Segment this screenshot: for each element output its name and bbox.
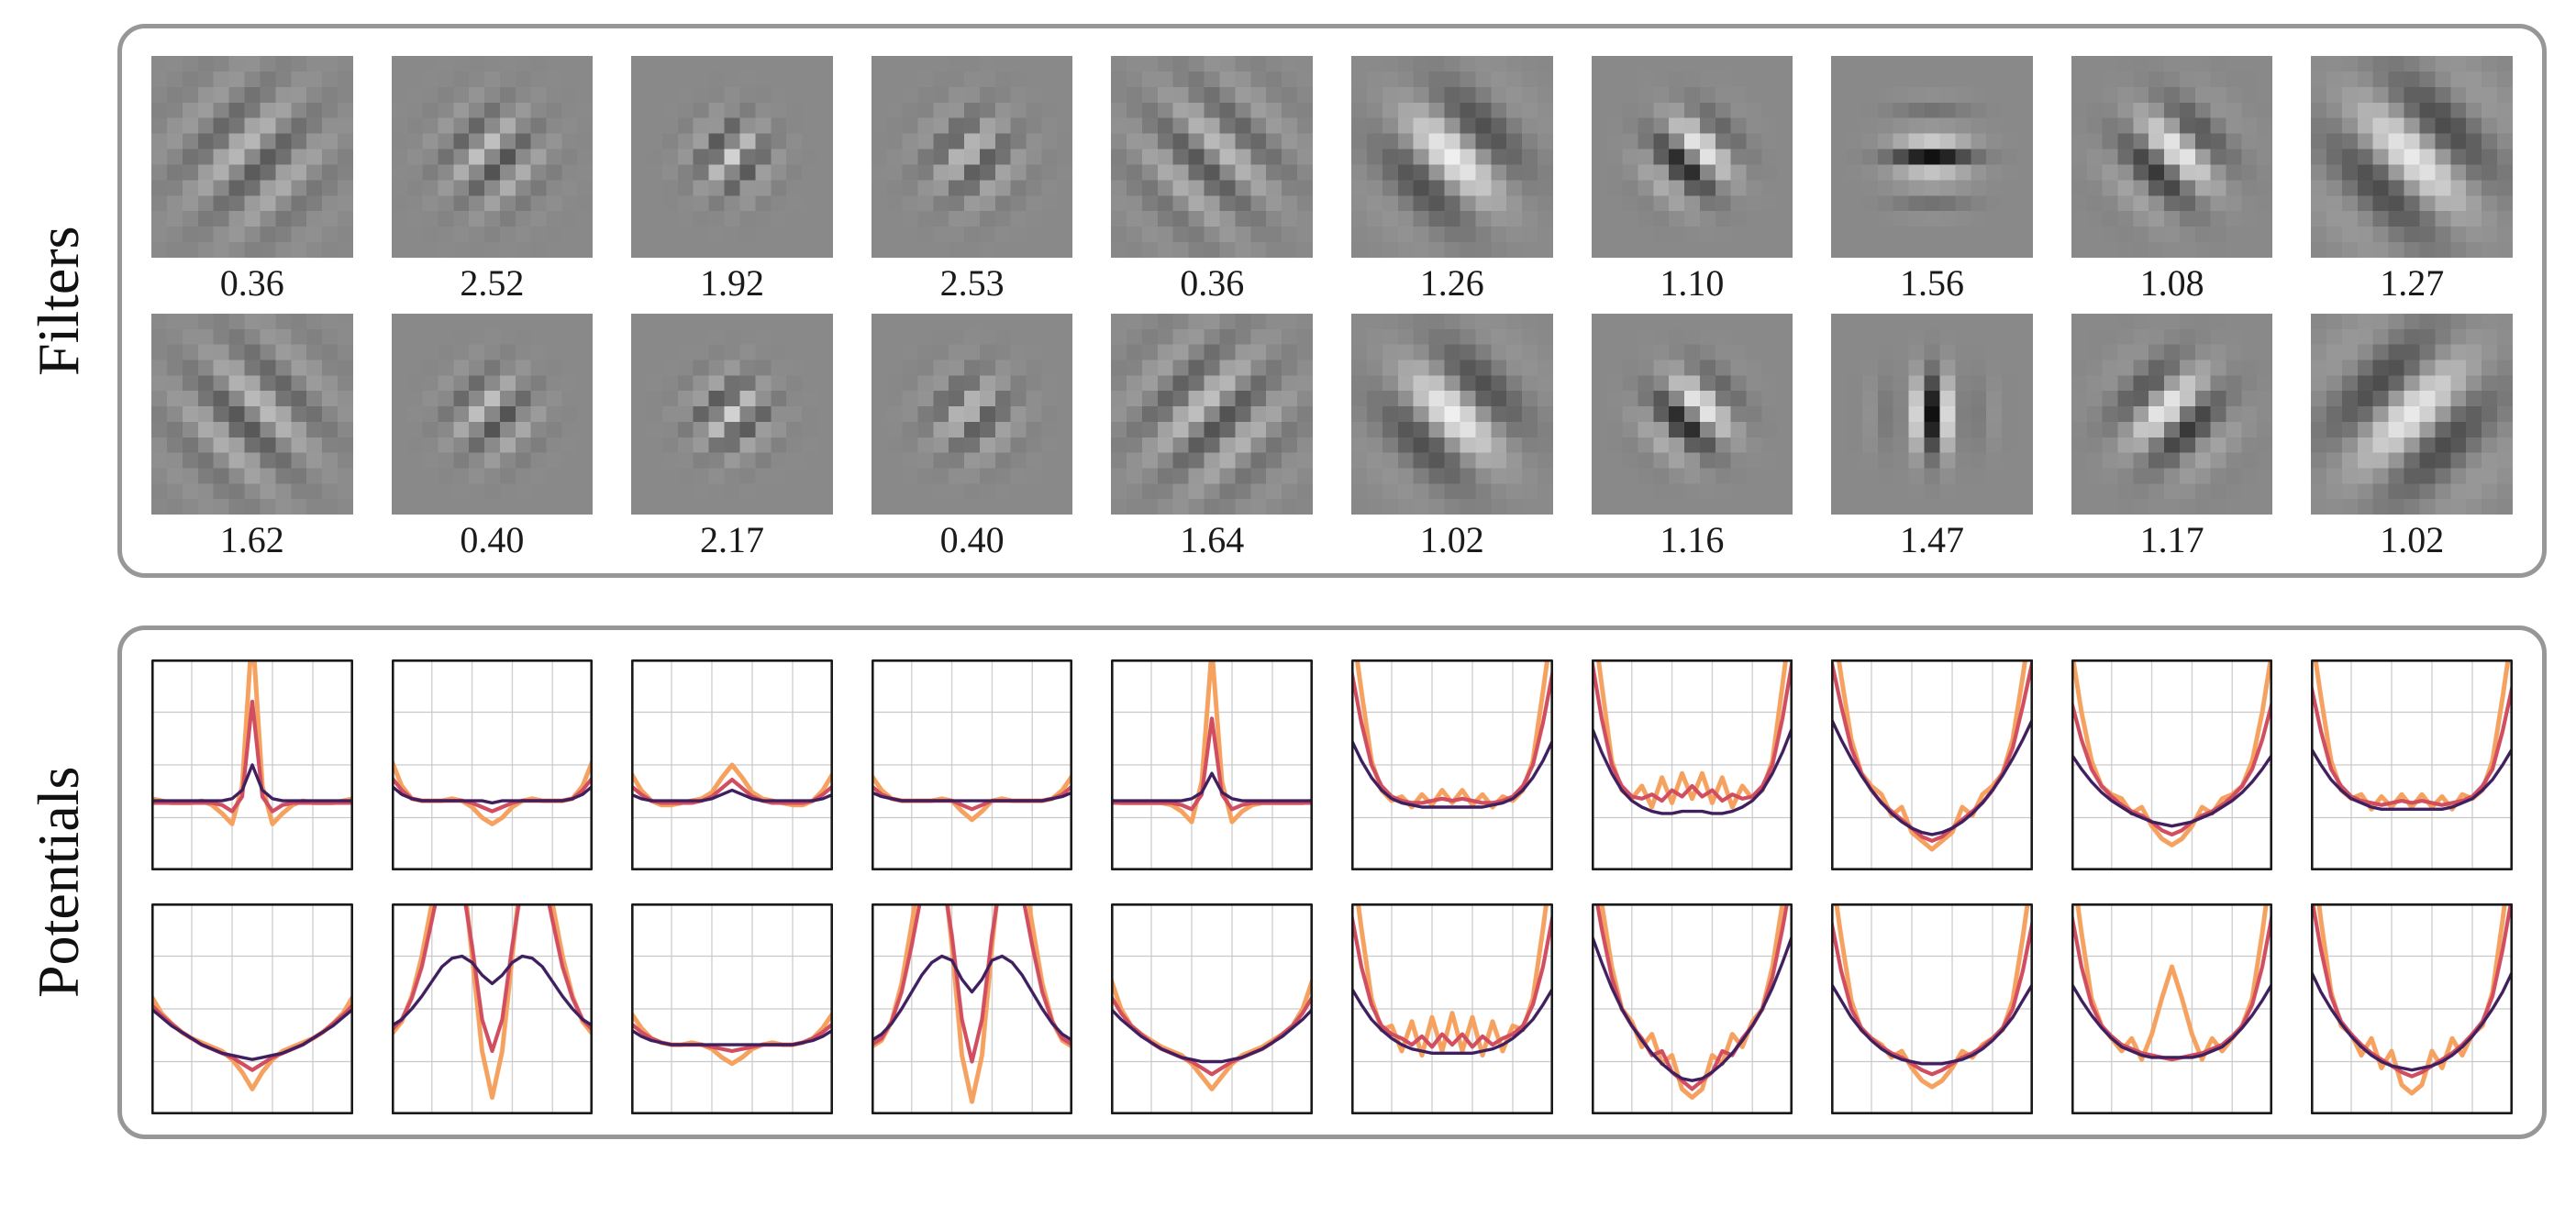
filter-cell: 1.02 (1351, 313, 1553, 571)
filter-cell: 0.36 (1111, 56, 1313, 314)
potential-plot (1351, 903, 1553, 1114)
filter-cell: 2.52 (391, 56, 594, 314)
potential-plot (391, 659, 594, 870)
filter-image (631, 56, 833, 258)
filter-cell: 2.17 (631, 313, 833, 571)
filter-cell: 1.26 (1351, 56, 1553, 314)
filter-weight-label: 2.52 (460, 261, 525, 304)
potential-plot (2311, 659, 2513, 870)
potential-plot (1591, 659, 1793, 870)
filter-image (1591, 56, 1793, 258)
filter-cell: 1.56 (1831, 56, 2033, 314)
potential-plot (1831, 903, 2033, 1114)
filter-image (1111, 56, 1313, 258)
filter-weight-label: 2.17 (699, 519, 764, 561)
filter-cell: 1.64 (1111, 313, 1313, 571)
filter-image (2071, 313, 2273, 515)
potentials-grid (151, 659, 2513, 1114)
filter-weight-label: 0.40 (939, 519, 1005, 561)
filter-cell: 1.17 (2071, 313, 2273, 571)
filter-cell: 1.62 (151, 313, 353, 571)
potential-plot (631, 659, 833, 870)
filter-cell: 1.08 (2071, 56, 2273, 314)
filter-image (2311, 56, 2513, 258)
filter-weight-label: 0.36 (219, 261, 284, 304)
filter-weight-label: 0.40 (460, 519, 525, 561)
filter-weight-label: 1.10 (1660, 261, 1725, 304)
filter-cell: 2.53 (871, 56, 1073, 314)
filter-image (1591, 313, 1793, 515)
filter-cell: 0.36 (151, 56, 353, 314)
potentials-panel (117, 626, 2547, 1139)
filter-weight-label: 2.53 (939, 261, 1005, 304)
filter-cell: 1.27 (2311, 56, 2513, 314)
filter-weight-label: 1.56 (1899, 261, 1964, 304)
potential-plot (2071, 903, 2273, 1114)
potential-plot (2071, 659, 2273, 870)
filter-weight-label: 1.16 (1660, 519, 1725, 561)
filter-image (1831, 56, 2033, 258)
potentials-panel-title: Potentials (26, 766, 91, 999)
filter-image (151, 56, 353, 258)
potential-plot (1351, 659, 1553, 870)
filter-weight-label: 1.02 (2380, 519, 2445, 561)
filter-cell: 0.40 (871, 313, 1073, 571)
filter-weight-label: 1.62 (219, 519, 284, 561)
filter-image (1351, 56, 1553, 258)
potential-plot (871, 659, 1073, 870)
filters-grid: 0.36 2.52 1.92 2.53 0.36 1.26 1.10 1.56 1.08 1.27… (151, 56, 2513, 570)
filter-weight-label: 1.08 (2139, 261, 2204, 304)
potential-plot (1591, 903, 1793, 1114)
filter-cell: 1.02 (2311, 313, 2513, 571)
filter-image (1831, 313, 2033, 515)
filter-weight-label: 1.26 (1419, 261, 1484, 304)
filter-weight-label: 1.02 (1419, 519, 1484, 561)
filter-cell: 1.16 (1591, 313, 1793, 571)
potential-plot (151, 903, 353, 1114)
filter-weight-label: 1.27 (2380, 261, 2445, 304)
potential-plot (1111, 903, 1313, 1114)
filter-image (391, 313, 594, 515)
filter-cell: 0.40 (391, 313, 594, 571)
filter-weight-label: 1.17 (2139, 519, 2204, 561)
filter-weight-label: 1.47 (1899, 519, 1964, 561)
potential-plot (631, 903, 833, 1114)
potential-plot (391, 903, 594, 1114)
filter-weight-label: 0.36 (1180, 261, 1245, 304)
potential-plot (151, 659, 353, 870)
filter-weight-label: 1.64 (1180, 519, 1245, 561)
filters-panel-title: Filters (26, 226, 91, 376)
filter-cell: 1.10 (1591, 56, 1793, 314)
filter-image (1111, 313, 1313, 515)
filter-cell: 1.47 (1831, 313, 2033, 571)
potential-plot (1831, 659, 2033, 870)
potential-plot (1111, 659, 1313, 870)
filter-image (631, 313, 833, 515)
filter-image (2071, 56, 2273, 258)
filter-image (2311, 313, 2513, 515)
filters-panel: 0.36 2.52 1.92 2.53 0.36 1.26 1.10 1.56 1.08 1.27… (117, 24, 2547, 578)
filter-image (871, 313, 1073, 515)
filter-image (391, 56, 594, 258)
filter-image (871, 56, 1073, 258)
filter-weight-label: 1.92 (699, 261, 764, 304)
potential-plot (871, 903, 1073, 1114)
filter-image (1351, 313, 1553, 515)
filter-cell: 1.92 (631, 56, 833, 314)
potential-plot (2311, 903, 2513, 1114)
filter-image (151, 313, 353, 515)
